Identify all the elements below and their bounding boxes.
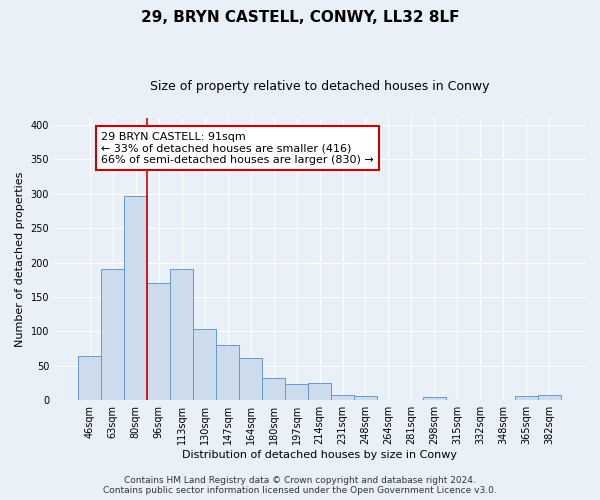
Text: 29, BRYN CASTELL, CONWY, LL32 8LF: 29, BRYN CASTELL, CONWY, LL32 8LF <box>141 10 459 25</box>
Bar <box>124 196 147 400</box>
X-axis label: Distribution of detached houses by size in Conwy: Distribution of detached houses by size … <box>182 450 457 460</box>
Bar <box>354 396 377 400</box>
Bar <box>147 283 170 401</box>
Bar <box>331 395 354 400</box>
Bar <box>538 395 561 400</box>
Title: Size of property relative to detached houses in Conwy: Size of property relative to detached ho… <box>150 80 489 93</box>
Bar <box>216 345 239 401</box>
Bar <box>193 328 216 400</box>
Bar <box>78 356 101 401</box>
Bar <box>239 358 262 401</box>
Bar <box>101 270 124 400</box>
Y-axis label: Number of detached properties: Number of detached properties <box>15 172 25 346</box>
Bar <box>262 378 285 400</box>
Bar <box>170 270 193 400</box>
Text: Contains HM Land Registry data © Crown copyright and database right 2024.
Contai: Contains HM Land Registry data © Crown c… <box>103 476 497 495</box>
Bar <box>515 396 538 400</box>
Bar <box>423 397 446 400</box>
Bar <box>285 384 308 400</box>
Bar <box>308 383 331 400</box>
Text: 29 BRYN CASTELL: 91sqm
← 33% of detached houses are smaller (416)
66% of semi-de: 29 BRYN CASTELL: 91sqm ← 33% of detached… <box>101 132 374 165</box>
